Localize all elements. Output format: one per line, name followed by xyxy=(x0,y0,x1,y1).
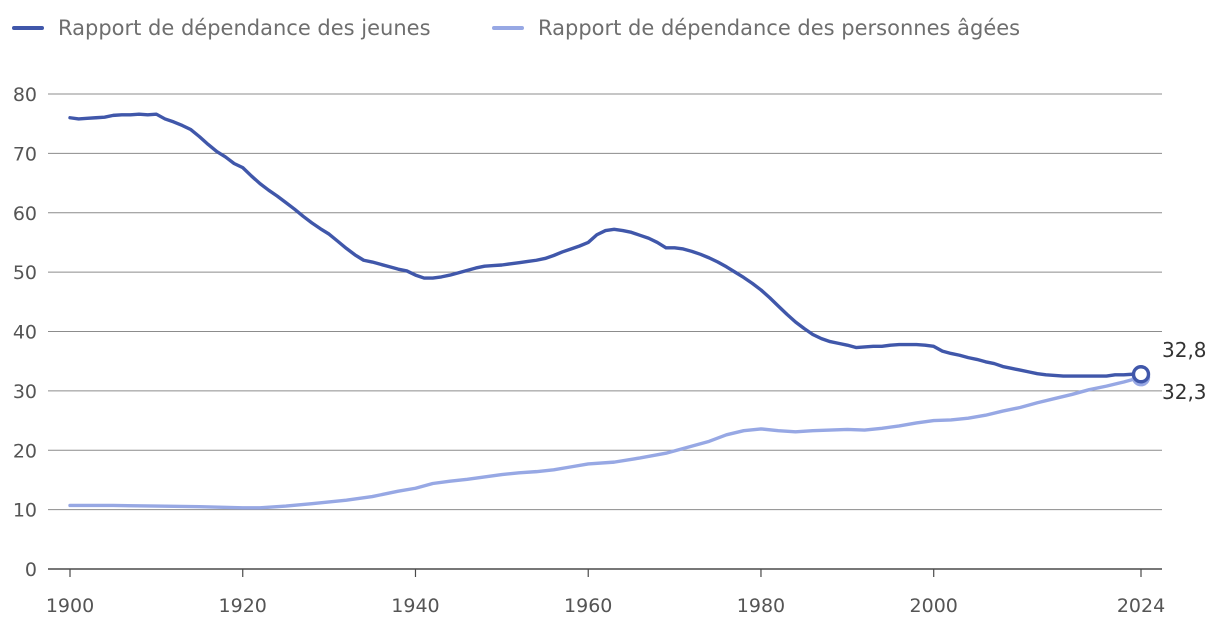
x-axis: 1900 1920 1940 1960 1980 2000 2024 xyxy=(46,569,1165,617)
y-tick-label-10: 10 xyxy=(13,500,37,522)
y-tick-label-60: 60 xyxy=(13,203,37,225)
y-tick-label-40: 40 xyxy=(13,322,37,344)
y-tick-label-20: 20 xyxy=(13,440,37,462)
end-labels: 32,8 32,3 xyxy=(1131,338,1207,404)
x-tick-label-1940: 1940 xyxy=(391,595,439,617)
x-tick-label-2000: 2000 xyxy=(910,595,958,617)
x-tick-label-1900: 1900 xyxy=(46,595,94,617)
x-tick-label-1960: 1960 xyxy=(564,595,612,617)
y-axis: 0 10 20 30 40 50 60 70 80 xyxy=(13,84,37,581)
y-tick-label-70: 70 xyxy=(13,143,37,165)
y-tick-label-80: 80 xyxy=(13,84,37,106)
series-layer xyxy=(68,112,1143,510)
legend-item-youth[interactable]: Rapport de dépendance des jeunes xyxy=(12,16,431,40)
grid-lines xyxy=(48,93,1162,570)
y-tick-label-30: 30 xyxy=(13,381,37,403)
legend-item-elderly[interactable]: Rapport de dépendance des personnes âgée… xyxy=(492,16,1020,40)
legend-label-elderly: Rapport de dépendance des personnes âgée… xyxy=(538,16,1020,40)
legend: Rapport de dépendance des jeunes Rapport… xyxy=(12,16,1020,40)
end-label-youth: 32,8 xyxy=(1162,338,1207,362)
series-line-elderly[interactable] xyxy=(68,375,1143,510)
y-tick-label-50: 50 xyxy=(13,262,37,284)
end-marker-youth[interactable] xyxy=(1131,365,1151,384)
x-tick-label-2024: 2024 xyxy=(1117,595,1165,617)
x-tick-label-1980: 1980 xyxy=(737,595,785,617)
x-tick-label-1920: 1920 xyxy=(219,595,267,617)
series-line-youth[interactable] xyxy=(68,112,1143,378)
end-label-elderly: 32,3 xyxy=(1162,380,1207,404)
legend-label-youth: Rapport de dépendance des jeunes xyxy=(58,16,431,40)
y-tick-label-0: 0 xyxy=(25,559,37,581)
